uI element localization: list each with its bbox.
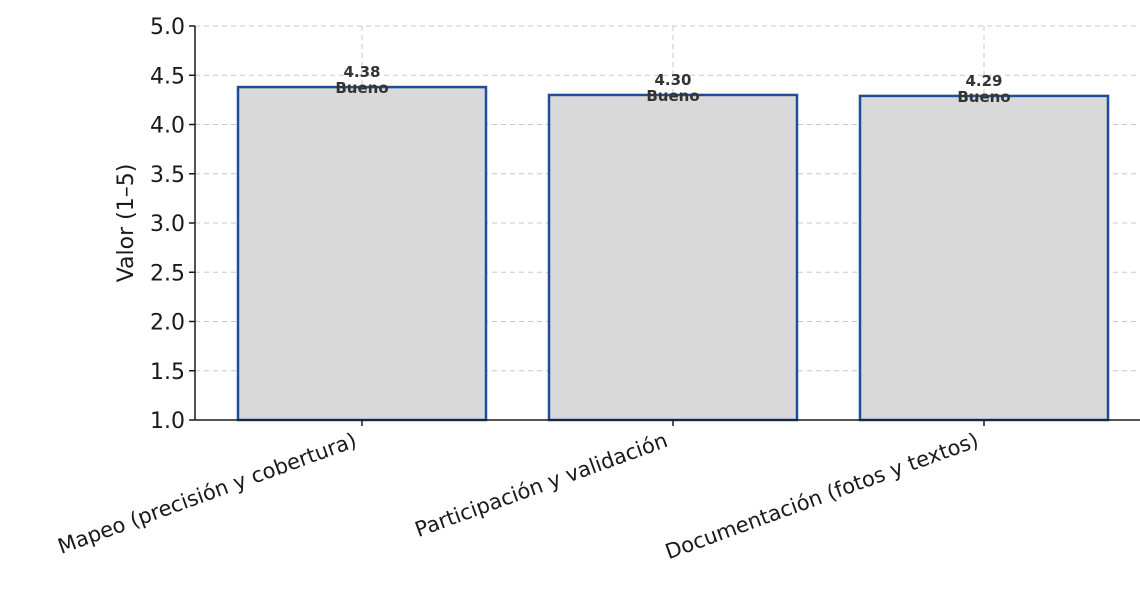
y-tick-label: 3.0: [150, 212, 185, 237]
y-axis-label: Valor (1–5): [114, 164, 139, 283]
bars: [236, 85, 1110, 422]
y-tick-label: 1.5: [150, 360, 185, 385]
value-label: 4.29: [965, 72, 1002, 90]
bar: [236, 85, 488, 422]
bar: [547, 93, 799, 422]
x-category-label: Mapeo (precisión y cobertura): [55, 428, 360, 559]
y-tick-label: 4.0: [150, 114, 185, 139]
x-category-label: Participación y validación: [412, 428, 671, 542]
y-tick-label: 4.5: [150, 64, 185, 89]
rating-label: Bueno: [957, 88, 1010, 106]
y-tick-label: 1.0: [150, 409, 185, 434]
bar: [858, 94, 1110, 422]
y-tick-label: 3.5: [150, 163, 185, 188]
x-category-label: Documentación (fotos y textos): [662, 428, 982, 564]
rating-label: Bueno: [335, 79, 388, 97]
value-label: 4.38: [343, 63, 380, 81]
x-category-labels: Mapeo (precisión y cobertura) Participaci…: [55, 420, 985, 564]
y-ticks: 1.0 1.5 2.0 2.5 3.0 3.5 4.0 4.5 5.0: [150, 15, 195, 434]
y-tick-label: 2.5: [150, 261, 185, 286]
rating-label: Bueno: [646, 87, 699, 105]
y-tick-label: 5.0: [150, 15, 185, 40]
value-label: 4.30: [654, 71, 691, 89]
y-tick-label: 2.0: [150, 311, 185, 336]
